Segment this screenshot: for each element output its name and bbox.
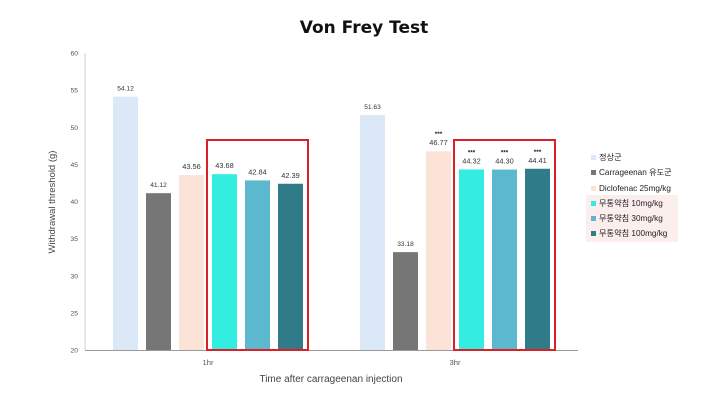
data-label: 41.12 bbox=[150, 182, 167, 189]
x-tick-label: 1hr bbox=[203, 358, 214, 367]
highlight-box bbox=[206, 139, 309, 351]
y-tick-label: 60 bbox=[70, 51, 78, 58]
bar bbox=[146, 193, 171, 350]
legend-label: 정상군 bbox=[599, 153, 622, 162]
y-tick-label: 40 bbox=[70, 199, 78, 206]
legend-label: Diclofenac 25mg/kg bbox=[599, 183, 671, 193]
legend-item: 무통약침 30mg/kg bbox=[586, 211, 682, 226]
bar bbox=[459, 169, 484, 350]
legend-item: 무통약침 100mg/kg bbox=[586, 226, 682, 241]
legend-label: 무통약침 10mg/kg bbox=[599, 198, 663, 208]
chart-legend: 정상군 Carrageenan 유도군 Diclofenac 25mg/kg 무통약침… bbox=[586, 150, 682, 242]
bar bbox=[245, 180, 270, 350]
bar bbox=[179, 175, 204, 350]
data-label: 42.84 bbox=[248, 167, 267, 176]
y-tick-label: 45 bbox=[70, 162, 78, 169]
data-label: 46.77 bbox=[429, 138, 448, 147]
bar bbox=[212, 174, 237, 350]
highlight-box bbox=[453, 139, 556, 351]
bar bbox=[360, 115, 385, 350]
significance-mark: *** bbox=[435, 131, 443, 138]
data-label: 43.68 bbox=[215, 161, 234, 170]
data-label: 44.41 bbox=[528, 156, 547, 165]
bar bbox=[525, 168, 550, 350]
data-label: 44.30 bbox=[495, 157, 514, 166]
x-axis-label: Time after carrageenan injection bbox=[259, 374, 402, 385]
y-tick-label: 25 bbox=[70, 310, 78, 317]
legend-label: Carrageenan 유도군 bbox=[599, 168, 672, 178]
bar bbox=[113, 96, 138, 350]
bar bbox=[426, 151, 451, 350]
legend-swatch bbox=[591, 231, 596, 237]
legend-swatch bbox=[591, 216, 596, 222]
y-tick-label: 55 bbox=[70, 88, 78, 95]
significance-mark: *** bbox=[468, 149, 476, 156]
legend-item: 무통약침 10mg/kg bbox=[586, 196, 682, 211]
legend-swatch bbox=[591, 155, 596, 160]
bar bbox=[393, 252, 418, 350]
y-tick-label: 35 bbox=[70, 236, 78, 243]
chart-title: Von Frey Test bbox=[299, 18, 429, 38]
bar bbox=[278, 183, 303, 350]
y-tick-label: 50 bbox=[70, 125, 78, 132]
y-tick-label: 20 bbox=[70, 348, 78, 355]
data-label: 33.18 bbox=[397, 241, 414, 248]
data-label: 54.12 bbox=[117, 86, 134, 93]
legend-label: 무통약침 30mg/kg bbox=[599, 214, 663, 224]
bar bbox=[492, 169, 517, 350]
y-tick-label: 30 bbox=[70, 273, 78, 280]
legend-swatch bbox=[591, 170, 596, 176]
x-tick-label: 3hr bbox=[450, 358, 461, 367]
data-label: 51.63 bbox=[364, 104, 381, 111]
legend-item: 정상군 bbox=[586, 150, 682, 165]
significance-mark: *** bbox=[501, 150, 509, 157]
data-label: 42.39 bbox=[281, 171, 300, 180]
legend-swatch bbox=[591, 185, 596, 191]
legend-item: Diclofenac 25mg/kg bbox=[586, 181, 682, 196]
legend-swatch bbox=[591, 200, 596, 206]
data-label: 44.32 bbox=[462, 156, 481, 165]
legend-label: 무통약침 100mg/kg bbox=[599, 229, 668, 239]
data-label: 43.56 bbox=[182, 162, 201, 171]
y-axis-label: Withdrawal threshold (g) bbox=[47, 151, 58, 254]
legend-item: Carrageenan 유도군 bbox=[586, 165, 682, 180]
significance-mark: *** bbox=[534, 149, 542, 156]
legend-highlight bbox=[586, 195, 678, 242]
